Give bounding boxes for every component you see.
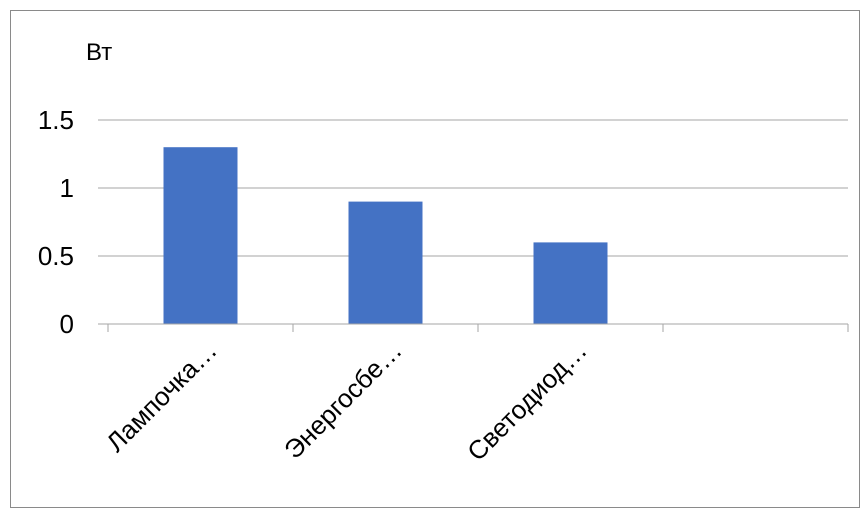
y-tick-label: 0 <box>60 309 74 339</box>
bars <box>163 147 608 324</box>
y-tick-label: 0.5 <box>38 241 74 271</box>
chart-area <box>10 10 860 508</box>
labels: 0 0.5 1 1.5 Лампочка… Энергосбе… Светодиод… <box>38 105 593 467</box>
y-axis-title: Вт <box>86 39 112 66</box>
bar <box>163 147 238 324</box>
x-tick-label: Лампочка… <box>100 335 223 458</box>
x-axis <box>98 323 849 332</box>
y-tick-label: 1 <box>60 173 74 203</box>
x-tick-label: Энергосбе… <box>278 335 408 465</box>
y-tick-label: 1.5 <box>38 105 74 135</box>
bar <box>533 242 608 324</box>
bar <box>348 201 423 324</box>
x-tick-label: Светодиод… <box>461 335 593 467</box>
